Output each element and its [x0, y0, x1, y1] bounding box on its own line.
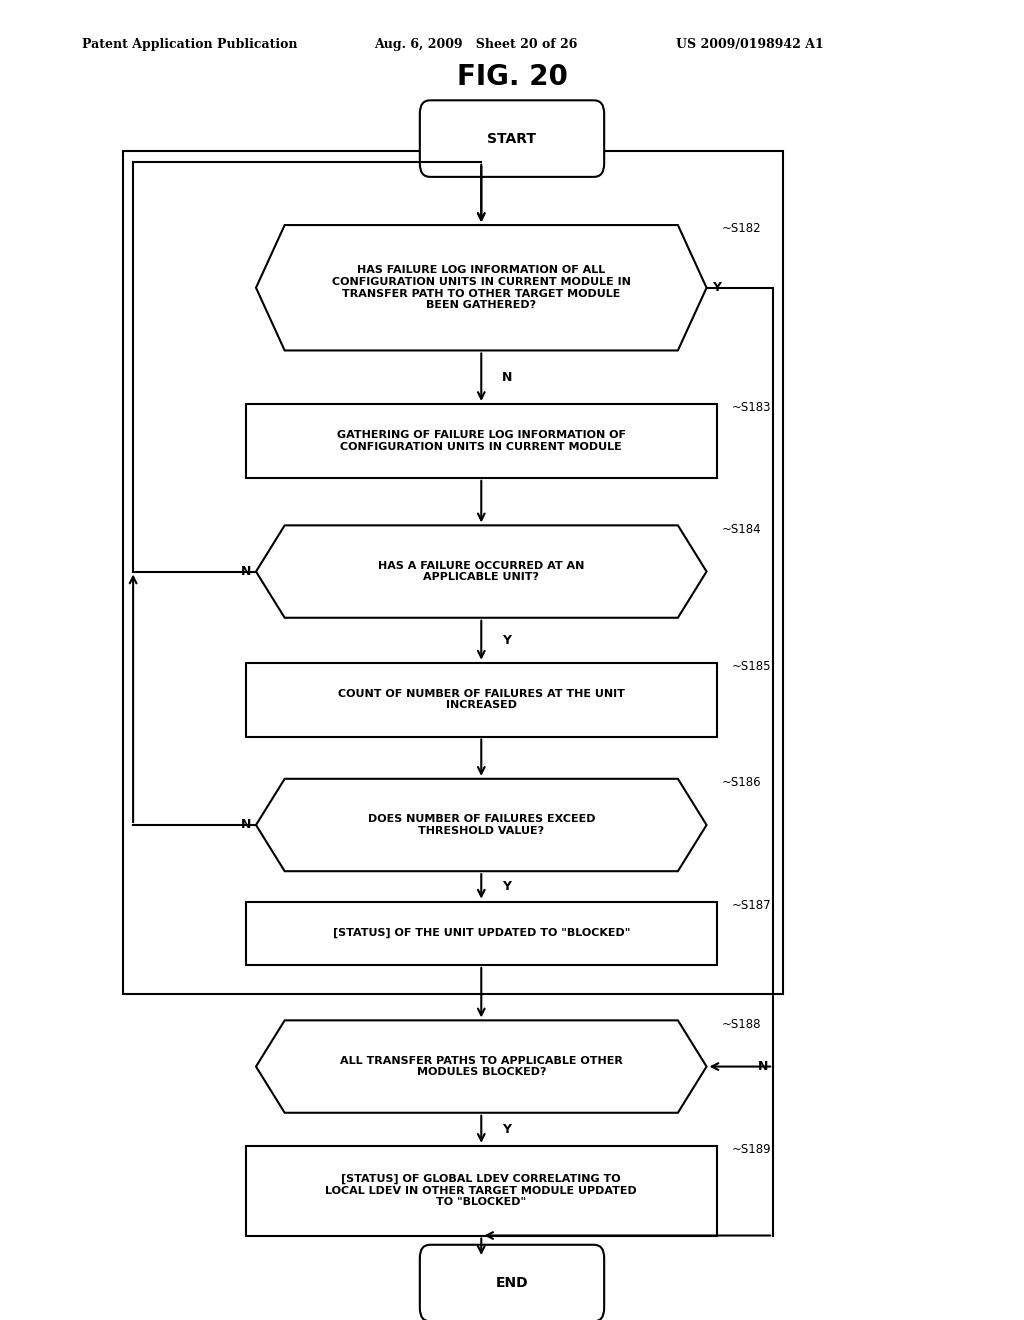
Text: ~S186: ~S186 — [722, 776, 762, 789]
Text: COUNT OF NUMBER OF FAILURES AT THE UNIT
INCREASED: COUNT OF NUMBER OF FAILURES AT THE UNIT … — [338, 689, 625, 710]
FancyBboxPatch shape — [420, 100, 604, 177]
Text: FIG. 20: FIG. 20 — [457, 62, 567, 91]
Polygon shape — [256, 1020, 707, 1113]
Text: Y: Y — [712, 281, 721, 294]
Bar — [246, 404, 717, 478]
Polygon shape — [256, 525, 707, 618]
Bar — [246, 1146, 717, 1236]
FancyBboxPatch shape — [420, 1245, 604, 1320]
Bar — [123, 150, 783, 994]
Text: HAS A FAILURE OCCURRED AT AN
APPLICABLE UNIT?: HAS A FAILURE OCCURRED AT AN APPLICABLE … — [378, 561, 585, 582]
Text: Y: Y — [502, 880, 511, 892]
Text: US 2009/0198942 A1: US 2009/0198942 A1 — [676, 37, 823, 50]
Text: START: START — [487, 132, 537, 145]
Text: Y: Y — [502, 1123, 511, 1135]
Text: ALL TRANSFER PATHS TO APPLICABLE OTHER
MODULES BLOCKED?: ALL TRANSFER PATHS TO APPLICABLE OTHER M… — [340, 1056, 623, 1077]
Bar — [246, 663, 717, 737]
Text: ~S187: ~S187 — [732, 899, 772, 912]
Text: N: N — [241, 565, 251, 578]
Text: Patent Application Publication: Patent Application Publication — [82, 37, 297, 50]
Text: END: END — [496, 1276, 528, 1290]
Text: ~S188: ~S188 — [722, 1018, 762, 1031]
Text: N: N — [502, 371, 512, 384]
Text: ~S182: ~S182 — [722, 223, 762, 235]
Text: ~S183: ~S183 — [732, 401, 772, 414]
Text: Y: Y — [502, 634, 511, 647]
Text: DOES NUMBER OF FAILURES EXCEED
THRESHOLD VALUE?: DOES NUMBER OF FAILURES EXCEED THRESHOLD… — [368, 814, 595, 836]
Text: ~S189: ~S189 — [732, 1143, 772, 1156]
Text: GATHERING OF FAILURE LOG INFORMATION OF
CONFIGURATION UNITS IN CURRENT MODULE: GATHERING OF FAILURE LOG INFORMATION OF … — [337, 430, 626, 451]
Text: ~S184: ~S184 — [722, 523, 762, 536]
Text: [STATUS] OF THE UNIT UPDATED TO "BLOCKED": [STATUS] OF THE UNIT UPDATED TO "BLOCKED… — [333, 928, 630, 939]
Text: HAS FAILURE LOG INFORMATION OF ALL
CONFIGURATION UNITS IN CURRENT MODULE IN
TRAN: HAS FAILURE LOG INFORMATION OF ALL CONFI… — [332, 265, 631, 310]
Text: [STATUS] OF GLOBAL LDEV CORRELATING TO
LOCAL LDEV IN OTHER TARGET MODULE UPDATED: [STATUS] OF GLOBAL LDEV CORRELATING TO L… — [326, 1173, 637, 1208]
Polygon shape — [256, 224, 707, 350]
Text: ~S185: ~S185 — [732, 660, 772, 673]
Polygon shape — [256, 779, 707, 871]
Text: N: N — [758, 1060, 768, 1073]
Bar — [246, 902, 717, 965]
Text: N: N — [241, 818, 251, 832]
Text: Aug. 6, 2009   Sheet 20 of 26: Aug. 6, 2009 Sheet 20 of 26 — [374, 37, 578, 50]
